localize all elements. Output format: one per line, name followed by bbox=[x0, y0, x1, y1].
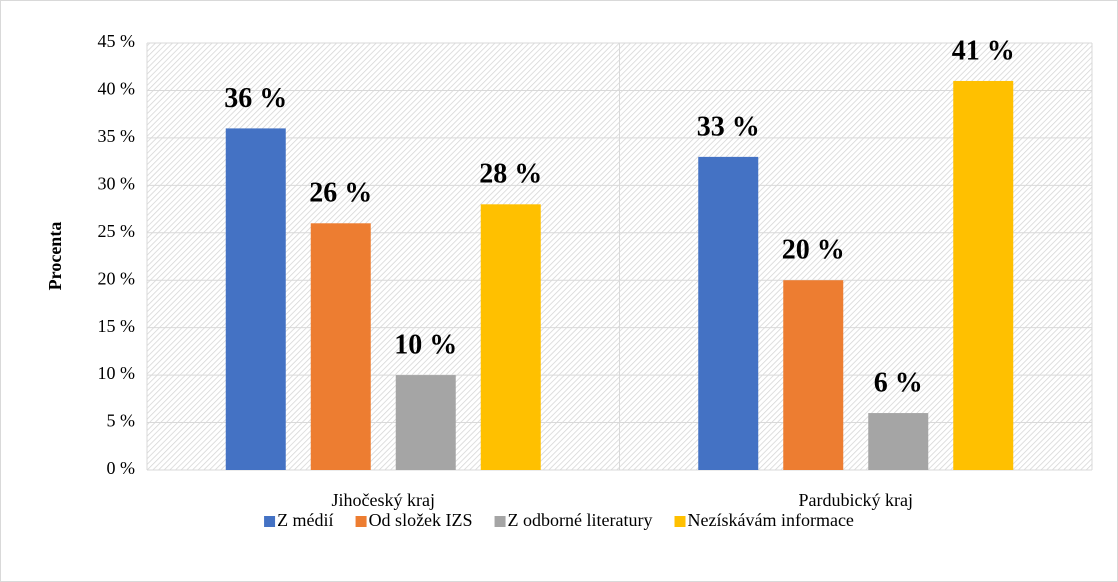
y-tick-label: 10 % bbox=[98, 363, 136, 383]
data-label: 26 % bbox=[309, 178, 372, 209]
data-label: 41 % bbox=[952, 35, 1015, 66]
legend-swatch bbox=[494, 516, 506, 527]
data-label: 33 % bbox=[697, 111, 760, 142]
y-tick-label: 40 % bbox=[98, 79, 136, 99]
y-tick-label: 0 % bbox=[107, 458, 136, 478]
legend-swatch bbox=[264, 516, 276, 527]
legend-swatch bbox=[674, 516, 686, 527]
y-tick-label: 20 % bbox=[98, 268, 136, 288]
y-tick-label: 25 % bbox=[98, 221, 136, 241]
bar bbox=[225, 128, 286, 470]
bar bbox=[698, 156, 759, 470]
legend-label: Z médií bbox=[277, 510, 334, 530]
x-tick-label: Jihočeský kraj bbox=[332, 490, 435, 510]
data-label: 20 % bbox=[782, 235, 845, 266]
data-label: 36 % bbox=[224, 83, 287, 114]
bar bbox=[310, 223, 371, 470]
y-tick-label: 30 % bbox=[98, 173, 136, 193]
y-tick-label: 15 % bbox=[98, 316, 136, 336]
bar bbox=[953, 80, 1014, 470]
legend-label: Nezískávám informace bbox=[688, 510, 854, 530]
data-label: 6 % bbox=[874, 367, 923, 398]
bar bbox=[783, 280, 844, 470]
y-tick-label: 45 % bbox=[98, 31, 136, 51]
legend-label: Z odborné literatury bbox=[508, 510, 653, 530]
bar bbox=[395, 375, 456, 470]
data-label: 10 % bbox=[394, 330, 457, 361]
legend-swatch bbox=[355, 516, 367, 527]
bar bbox=[868, 413, 929, 470]
legend-label: Od složek IZS bbox=[369, 510, 473, 530]
y-tick-label: 5 % bbox=[107, 411, 136, 431]
bar bbox=[480, 204, 541, 471]
y-axis-label: Procenta bbox=[45, 222, 65, 291]
y-tick-label: 35 % bbox=[98, 126, 136, 146]
data-label: 28 % bbox=[479, 159, 542, 190]
x-tick-label: Pardubický kraj bbox=[799, 490, 913, 510]
